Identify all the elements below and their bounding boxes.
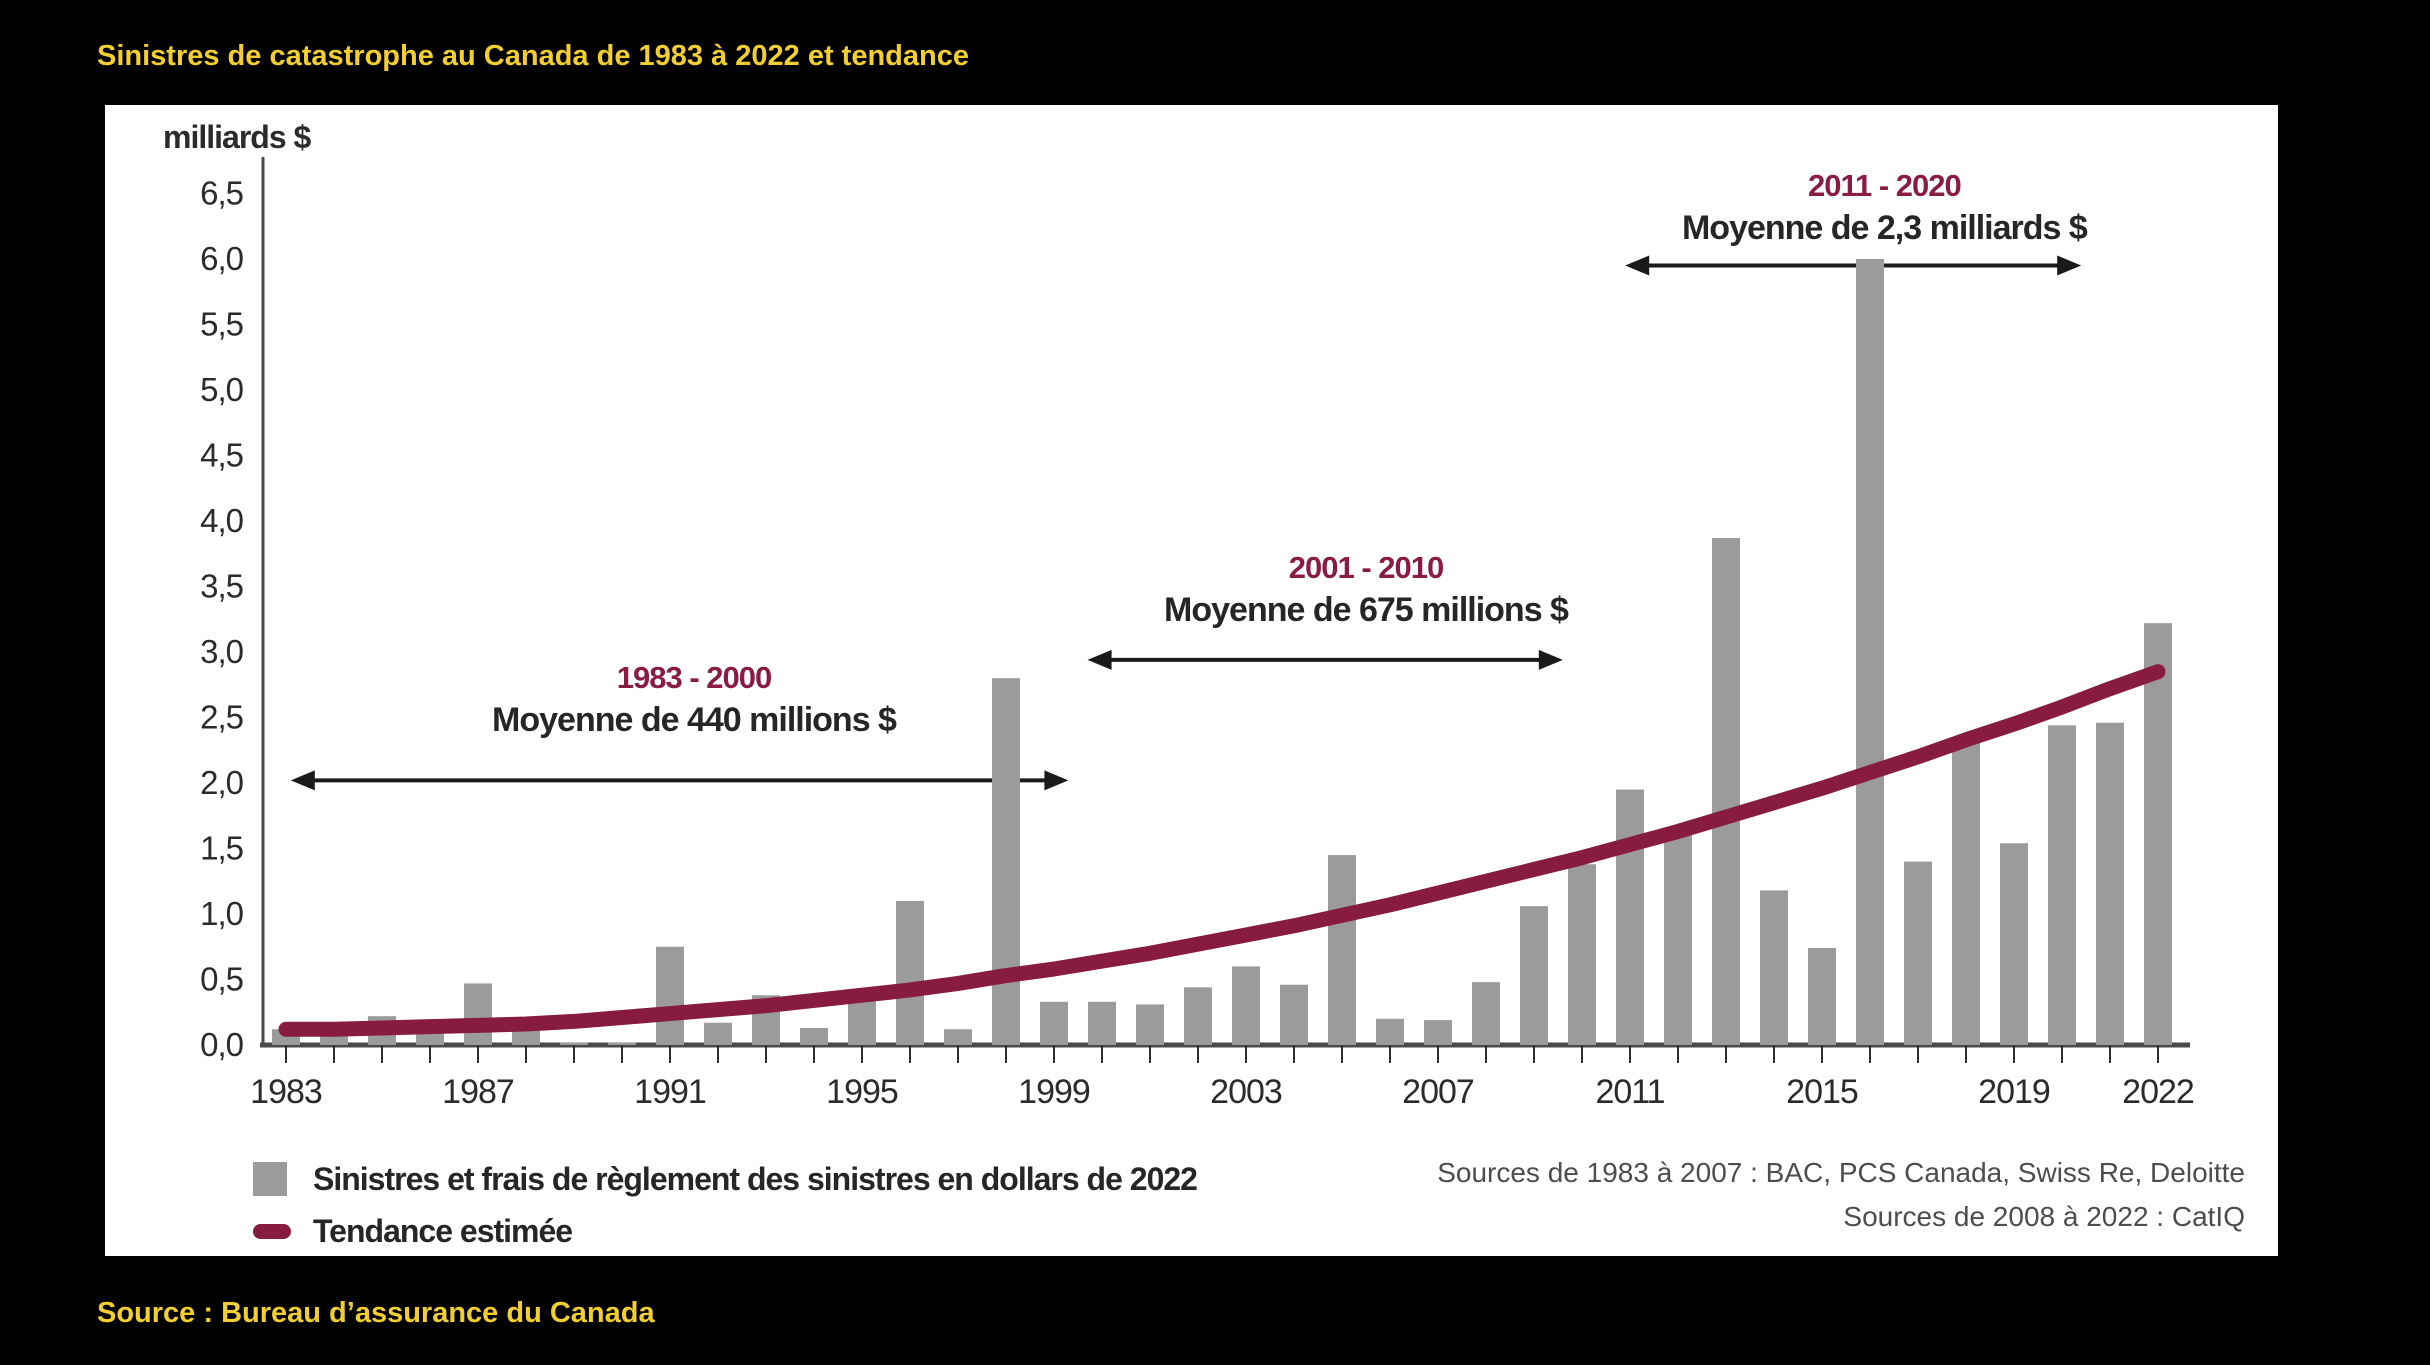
chart-canvas: 0,0 0,5 1,0 1,5 2,0 2,5 3,0 3,5 4,0 4,5 5,0 5,5 6,0 6… [200,157,2195,1111]
bar-2002 [1184,987,1212,1045]
bar-2020 [2048,725,2076,1045]
y-tick-label: 1,5 [200,830,243,867]
bar-2006 [1376,1018,1404,1045]
y-tick-label: 2,0 [200,764,244,801]
arrowhead-right-icon [1538,649,1563,670]
y-tick-label: 6,5 [200,175,243,212]
bar-1986 [416,1031,444,1045]
legend-label: Tendance estimée [313,1212,573,1249]
legend: Sinistres et frais de règlement des sini… [253,1153,1198,1257]
arrowhead-right-icon [1044,770,1069,791]
arrowhead-left-icon [290,770,315,791]
annotation-1983-2000: 1983 - 2000 Moyenne de 440 millions $ [492,657,897,741]
y-tick-label: 0,0 [200,1026,244,1063]
y-tick-label: 1,0 [200,895,244,932]
sources-line-1: Sources de 1983 à 2007 : BAC, PCS Canada… [1437,1157,2245,1188]
bar-2018 [1952,737,1980,1045]
y-tick-label: 3,0 [200,633,244,670]
page-title: Sinistres de catastrophe au Canada de 19… [97,40,969,72]
bar-2000 [1088,1001,1116,1045]
y-axis-unit-label: milliards $ [163,119,311,155]
annotation-average: Moyenne de 2,3 milliards $ [1681,208,2088,247]
bar-2022 [2144,623,2172,1045]
bar-2016 [1856,259,1884,1045]
bar-2007 [1424,1020,1452,1045]
bar-1997 [944,1029,972,1045]
x-tick-label: 2011 [1595,1073,1664,1111]
y-tick-label: 6,0 [200,240,244,277]
bar-2012 [1664,832,1692,1045]
x-tick-label: 2007 [1402,1073,1474,1111]
x-tick-label: 2022 [2122,1073,2194,1111]
y-tick-label: 4,5 [200,437,243,474]
x-tick-label: 1983 [250,1073,322,1111]
bar-2005 [1328,855,1356,1045]
bar-2013 [1712,538,1740,1045]
annotation-period: 2011 - 2020 [1808,167,1962,203]
bar-1992 [704,1022,732,1045]
bar-2009 [1520,906,1548,1045]
x-tick-label: 2003 [1210,1073,1282,1111]
annotation-average: Moyenne de 675 millions $ [1164,591,1569,630]
y-tick-label: 5,0 [200,371,244,408]
annotation-period: 2001 - 2010 [1288,550,1444,586]
bar-1990 [608,1042,636,1045]
bar-2014 [1760,890,1788,1045]
bar-1999 [1040,1001,1068,1045]
bar-1998 [992,678,1020,1045]
legend-label: Sinistres et frais de règlement des sini… [313,1160,1198,1197]
annotation-average: Moyenne de 440 millions $ [492,701,897,740]
x-tick-label: 1999 [1018,1073,1090,1111]
legend-item-bars: Sinistres et frais de règlement des sini… [253,1153,1198,1205]
bar-swatch-icon [253,1162,287,1196]
y-tick-label: 0,5 [200,961,243,998]
sources-line-2: Sources de 2008 à 2022 : CatIQ [1843,1201,2245,1232]
x-tick-label: 1991 [634,1073,706,1111]
x-tick-label: 2015 [1786,1073,1858,1111]
footer-source: Source : Bureau d’assurance du Canada [97,1297,655,1329]
bar-2004 [1280,984,1308,1045]
bar-2010 [1568,864,1596,1045]
annotation-period: 1983 - 2000 [616,660,772,696]
trend-swatch-icon [253,1223,291,1239]
bar-2019 [2000,843,2028,1045]
y-tick-label: 2,5 [200,699,243,736]
chart-panel: 0,0 0,5 1,0 1,5 2,0 2,5 3,0 3,5 4,0 4,5 5,0 5,5 6,0 6… [105,105,2278,1256]
bar-1991 [656,946,684,1045]
annotation-2001-2010: 2001 - 2010 Moyenne de 675 millions $ [1164,547,1569,631]
legend-item-trend: Tendance estimée [253,1205,1197,1257]
bar-1994 [800,1027,828,1045]
arrowhead-right-icon [2057,255,2082,276]
y-tick-label: 5,5 [200,306,243,343]
bar-2021 [2096,722,2124,1045]
trend-line [278,664,2166,1037]
x-tick-label: 2019 [1978,1073,2050,1111]
bar-2008 [1472,982,1500,1045]
bar-1995 [848,999,876,1045]
bar-2017 [1904,861,1932,1045]
arrowhead-left-icon [1087,649,1112,670]
x-tick-label: 1995 [826,1073,898,1111]
bar-1989 [560,1042,588,1045]
bar-2011 [1616,789,1644,1045]
bar-1987 [464,983,492,1045]
bar-2015 [1808,948,1836,1045]
y-tick-label: 4,0 [200,502,244,539]
y-tick-label: 3,5 [200,568,243,605]
arrowhead-left-icon [1625,255,1650,276]
annotation-2011-2020: 2011 - 2020 Moyenne de 2,3 milliards $ [1681,165,2088,249]
bar-2003 [1232,966,1260,1045]
sources-note: Sources de 1983 à 2007 : BAC, PCS Canada… [1437,1151,2245,1239]
bar-1996 [896,900,924,1045]
x-tick-label: 1987 [442,1073,514,1111]
bar-2001 [1136,1004,1164,1045]
